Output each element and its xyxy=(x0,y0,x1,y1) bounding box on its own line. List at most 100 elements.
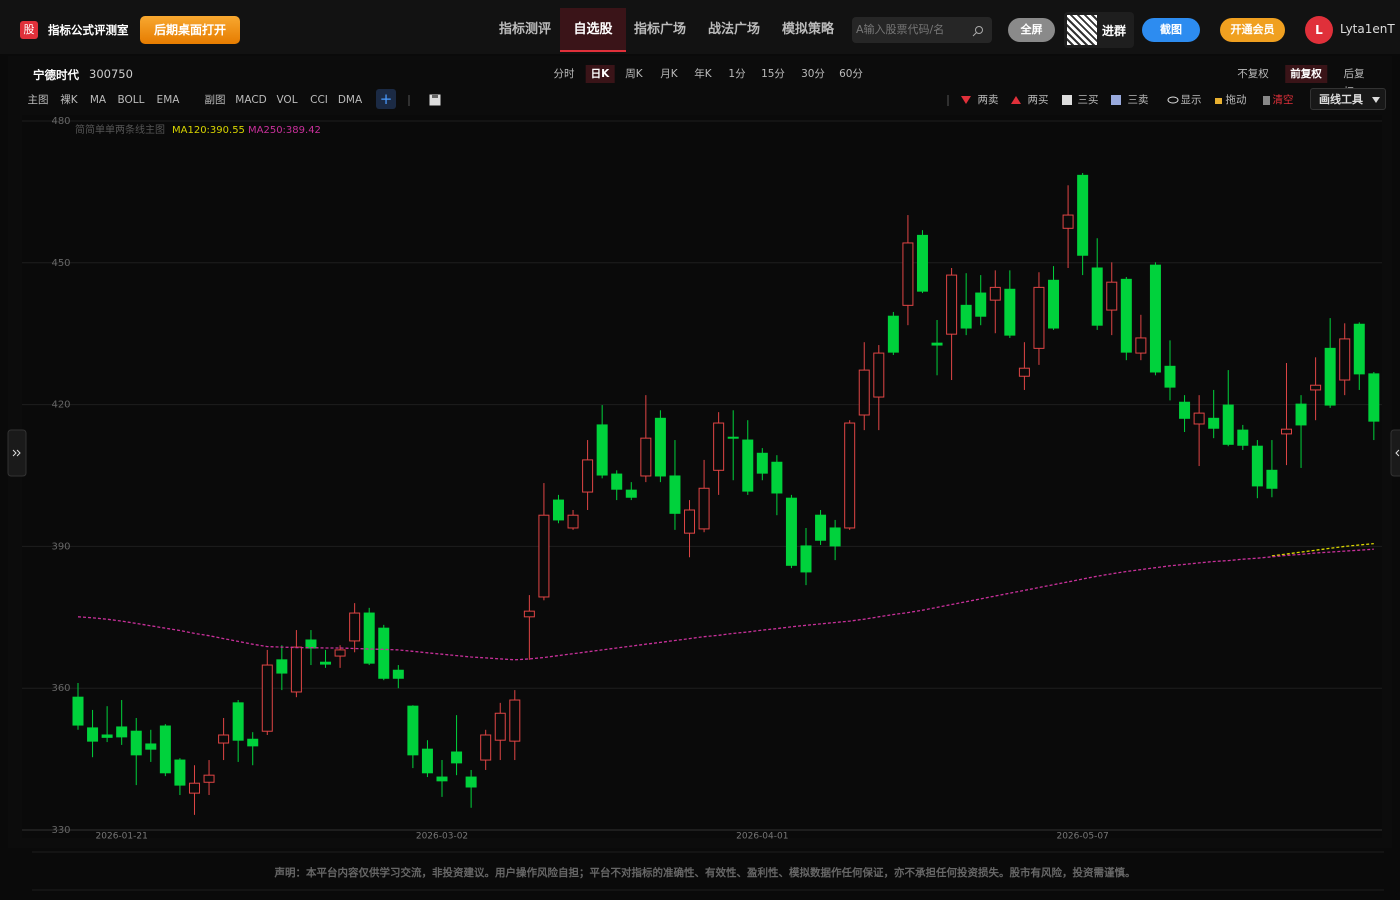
candle-body xyxy=(582,459,594,493)
eye-icon xyxy=(1167,96,1179,104)
separators xyxy=(408,95,949,106)
candle-body xyxy=(421,748,433,774)
period-tab[interactable]: 周K xyxy=(625,68,643,80)
candle-body xyxy=(509,699,521,742)
plot-area xyxy=(22,115,1382,838)
signal-button[interactable]: 两买 xyxy=(1027,94,1049,106)
sub-indicator[interactable]: VOL xyxy=(276,94,298,106)
vip-button[interactable]: 开通会员 xyxy=(1220,18,1285,42)
brand: 指标公式评测室 xyxy=(48,23,129,37)
fullscreen-button[interactable]: 全屏 xyxy=(1008,18,1055,42)
sub-indicator[interactable]: 副图 xyxy=(204,94,226,106)
avatar[interactable]: L xyxy=(1305,16,1333,44)
candle-body xyxy=(451,751,463,764)
main-indicator[interactable]: EMA xyxy=(156,94,180,106)
period-tab[interactable]: 60分 xyxy=(839,68,863,80)
candle-body xyxy=(436,776,448,782)
candle-body xyxy=(1004,288,1016,336)
search-box[interactable]: A输入股票代码/名 xyxy=(852,17,992,43)
sub-indicator[interactable]: DMA xyxy=(337,94,363,106)
period-tab[interactable]: 日K xyxy=(585,65,615,83)
legend-entry: MA120:390.55 xyxy=(172,125,245,136)
candle-body xyxy=(1164,365,1176,388)
nav-item[interactable]: 自选股 xyxy=(560,8,626,52)
candle-body xyxy=(1310,384,1322,391)
draw-tool-button[interactable]: 画线工具 xyxy=(1310,88,1386,110)
candle-body xyxy=(1062,214,1074,229)
candle-body xyxy=(975,292,987,317)
candle-body xyxy=(1077,174,1089,256)
main-indicator[interactable]: MA xyxy=(89,94,107,106)
main-indicator[interactable]: 主图 xyxy=(27,94,49,106)
ma-line xyxy=(1271,542,1374,557)
period-tab[interactable]: 15分 xyxy=(761,68,785,80)
tool-button[interactable]: 清空 xyxy=(1272,94,1294,106)
period-tab[interactable]: 年K xyxy=(694,68,712,80)
period-tab[interactable]: 1分 xyxy=(728,68,746,80)
candle-body xyxy=(1222,404,1234,445)
qr-code xyxy=(1067,15,1097,45)
screenshot-button[interactable]: 截图 xyxy=(1142,18,1200,42)
candle-body xyxy=(145,743,157,750)
nav-item[interactable]: 指标测评 xyxy=(498,22,551,37)
candle-body xyxy=(829,527,841,547)
candle-body xyxy=(815,514,827,541)
candle-body xyxy=(1266,469,1278,489)
adjust-tab[interactable]: 后复权 xyxy=(1343,68,1365,98)
candle-body xyxy=(1018,367,1030,377)
group-box[interactable]: 进群 xyxy=(1064,12,1134,48)
disclaimer: 声明：本平台内容仅供学习交流，非投资建议。用户操作风险自担；平台不对指标的准确性… xyxy=(274,866,1136,879)
x-tick-label: 2026-01-21 xyxy=(96,832,148,842)
candle-body xyxy=(771,461,783,494)
open-desktop-button[interactable]: 后期桌面打开 xyxy=(140,16,240,44)
candle-body xyxy=(698,487,710,530)
right-tab[interactable] xyxy=(1390,429,1400,477)
candle-body xyxy=(552,499,564,521)
candle-body xyxy=(654,417,666,477)
draw-tool-label: 画线工具 xyxy=(1319,93,1363,106)
candle-body xyxy=(844,422,856,529)
left-tab[interactable] xyxy=(7,429,27,477)
candle-body xyxy=(261,664,273,732)
sub-indicator[interactable]: CCI xyxy=(310,94,328,106)
save-icon[interactable] xyxy=(429,94,441,106)
candle-body xyxy=(611,473,623,490)
candle-body xyxy=(465,776,477,788)
period-tab[interactable]: 30分 xyxy=(801,68,825,80)
candle-body xyxy=(640,437,652,477)
candle-body xyxy=(1339,338,1351,381)
nav-item[interactable]: 指标广场 xyxy=(633,22,686,37)
tool-button[interactable]: 显示 xyxy=(1180,94,1202,106)
nav-item[interactable]: 模拟策略 xyxy=(781,22,834,37)
candle-body xyxy=(873,352,885,398)
candle-body xyxy=(858,369,870,416)
period-tab[interactable]: 分时 xyxy=(553,68,575,80)
candle-body xyxy=(596,424,608,476)
sub-indicator[interactable]: MACD xyxy=(235,94,267,106)
search-placeholder: A输入股票代码/名 xyxy=(856,23,945,36)
candle-body xyxy=(785,497,797,566)
signal-button[interactable]: 三买 xyxy=(1077,94,1099,106)
candle-body xyxy=(1033,286,1045,349)
add-indicator[interactable]: + xyxy=(376,89,396,109)
adjust-tab[interactable]: 不复权 xyxy=(1237,68,1269,80)
main-indicator[interactable]: 裸K xyxy=(60,94,78,106)
tool-button[interactable]: 拖动 xyxy=(1225,94,1247,106)
user-name[interactable]: Lyta1enT xyxy=(1340,22,1395,36)
candle-body xyxy=(174,759,186,786)
buy-icon xyxy=(1011,96,1021,104)
y-tick-label: 360 xyxy=(51,683,70,694)
signal-button[interactable]: 两卖 xyxy=(977,94,999,106)
search-icon[interactable] xyxy=(972,25,984,37)
candle-body xyxy=(232,702,244,741)
nav-item[interactable]: 战法广场 xyxy=(707,22,760,37)
signal-button[interactable]: 三卖 xyxy=(1127,94,1149,106)
adjust-tab[interactable]: 前复权 xyxy=(1285,65,1327,83)
period-tab[interactable]: 月K xyxy=(660,68,678,80)
candle-body xyxy=(1135,337,1147,354)
candle-body xyxy=(218,734,230,744)
candle-body xyxy=(116,726,128,738)
main-indicator[interactable]: BOLL xyxy=(117,94,145,106)
candle-body xyxy=(480,734,492,761)
